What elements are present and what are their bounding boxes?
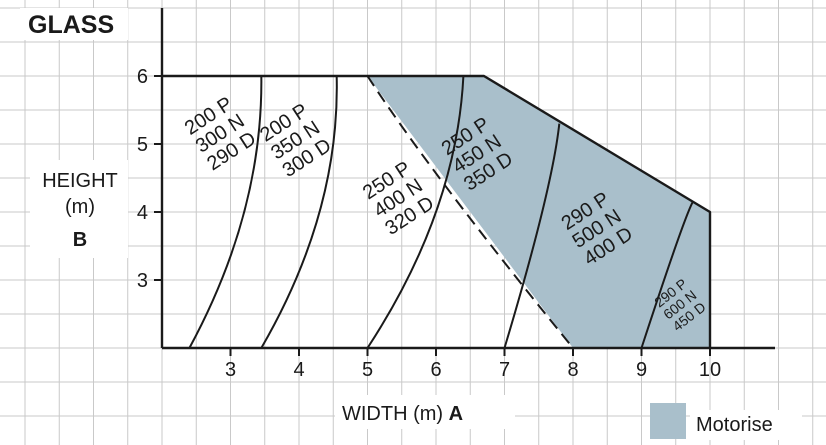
y-axis-label-background: [30, 160, 128, 258]
zone-boundary-line: [640, 201, 694, 349]
title-background: [20, 8, 128, 40]
y-axis-letter: B: [73, 229, 87, 251]
y-tick-label: 3: [137, 270, 148, 292]
y-axis-unit: (m): [65, 196, 95, 218]
zone-boundary-line: [260, 75, 338, 349]
x-tick-label: 4: [293, 359, 304, 381]
x-axis-label-background: [335, 395, 515, 429]
chart-title: GLASS: [28, 11, 114, 39]
x-axis-label-text: WIDTH (m): [342, 403, 443, 425]
motorised-boundary-dashed: [366, 75, 574, 349]
x-tick-label: 3: [225, 359, 236, 381]
zone-boundary-line: [366, 75, 465, 349]
x-axis-label: WIDTH (m) A: [342, 403, 463, 425]
x-tick-label: 8: [567, 359, 578, 381]
envelope-outline: [162, 74, 712, 348]
x-tick-label: 7: [499, 359, 510, 381]
y-tick-label: 4: [137, 202, 148, 224]
legend-label-background: [690, 410, 802, 440]
x-tick-label: 9: [636, 359, 647, 381]
y-axis-label: HEIGHT: [42, 170, 118, 192]
legend-label: Motorise: [696, 414, 773, 436]
y-tick-label: 5: [137, 134, 148, 156]
motorised-region: [367, 76, 710, 348]
zone-boundary-line: [188, 75, 263, 349]
x-tick-label: 5: [362, 359, 373, 381]
y-tick-label: 6: [137, 66, 148, 88]
x-tick-label: 10: [699, 359, 721, 381]
zone-boundary-line: [503, 123, 561, 349]
labels: GLASS HEIGHT (m) B WIDTH (m) A Motorise: [20, 8, 802, 440]
x-tick-label: 6: [430, 359, 441, 381]
x-axis-letter: A: [449, 403, 463, 425]
legend-swatch: [650, 403, 686, 439]
